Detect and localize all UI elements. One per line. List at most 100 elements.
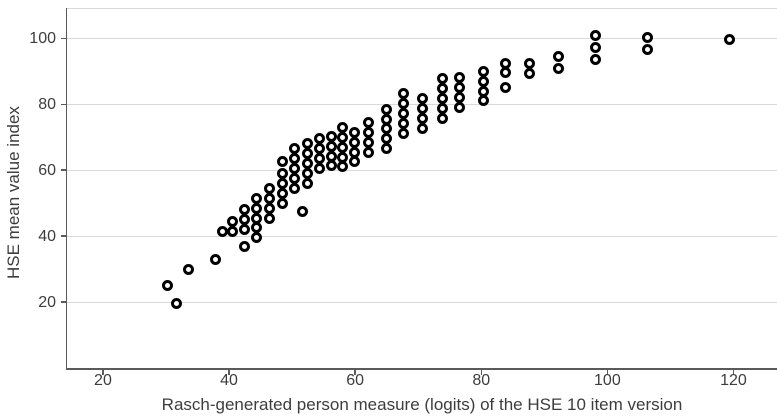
data-point <box>182 263 194 275</box>
data-point <box>289 143 301 155</box>
data-point <box>337 161 349 173</box>
data-point <box>349 156 361 168</box>
y-gridline <box>67 235 777 237</box>
data-point <box>478 95 490 107</box>
data-point <box>552 50 564 62</box>
data-point <box>314 153 326 165</box>
data-point <box>263 192 275 204</box>
data-point <box>289 163 301 175</box>
data-point <box>523 68 535 80</box>
data-point <box>263 202 275 214</box>
data-point <box>362 126 374 138</box>
x-tick-mark <box>480 369 483 375</box>
data-point <box>337 131 349 143</box>
data-point <box>325 140 337 152</box>
data-point <box>276 167 288 179</box>
y-axis-title: HSE mean value index <box>4 106 23 280</box>
x-tick-mark <box>732 369 735 375</box>
data-point <box>289 153 301 165</box>
data-point <box>349 126 361 138</box>
data-point <box>250 232 262 244</box>
data-point <box>301 148 313 160</box>
data-point <box>337 151 349 163</box>
data-point <box>417 112 429 124</box>
x-tick-label: 80 <box>472 372 491 389</box>
data-point <box>523 58 535 70</box>
data-point <box>436 113 448 125</box>
data-point <box>398 117 410 129</box>
data-point <box>478 75 490 87</box>
data-point <box>380 133 392 145</box>
data-point <box>337 121 349 133</box>
data-point <box>499 67 511 79</box>
data-point <box>380 113 392 125</box>
data-point <box>161 280 173 292</box>
data-point <box>398 128 410 140</box>
y-tick-label: 60 <box>38 161 56 179</box>
data-point <box>380 103 392 115</box>
data-point <box>289 172 301 184</box>
data-point <box>238 224 250 236</box>
data-point <box>478 85 490 97</box>
y-gridline <box>67 37 777 39</box>
data-point <box>436 83 448 95</box>
data-point <box>296 205 308 217</box>
data-point <box>417 92 429 104</box>
data-point <box>417 102 429 114</box>
data-point <box>436 73 448 85</box>
data-point <box>276 156 288 168</box>
data-point <box>454 82 466 94</box>
data-point <box>301 167 313 179</box>
data-point <box>436 103 448 115</box>
data-point <box>250 222 262 234</box>
y-tick-mark <box>60 301 66 303</box>
data-point <box>478 65 490 77</box>
y-gridline <box>67 301 777 303</box>
data-point <box>349 136 361 148</box>
data-point <box>589 53 601 65</box>
plot-frame-top <box>67 8 777 9</box>
data-point <box>250 192 262 204</box>
x-tick-label: 40 <box>220 372 238 389</box>
y-tick-mark <box>60 235 66 237</box>
x-tick-label: 120 <box>720 372 747 389</box>
data-point <box>263 182 275 194</box>
data-point <box>238 204 250 216</box>
data-point <box>589 29 601 41</box>
data-point <box>454 102 466 114</box>
data-point <box>337 141 349 153</box>
y-tick-label: 80 <box>38 95 56 113</box>
data-point <box>325 130 337 142</box>
data-point <box>589 41 601 53</box>
data-point <box>250 212 262 224</box>
data-point <box>216 226 228 238</box>
data-point <box>436 93 448 105</box>
data-point <box>380 143 392 155</box>
data-point <box>314 133 326 145</box>
data-point <box>276 197 288 209</box>
data-point <box>398 107 410 119</box>
data-point <box>417 122 429 134</box>
data-point <box>276 187 288 199</box>
data-point <box>349 146 361 158</box>
x-tick-mark <box>606 369 609 375</box>
data-point <box>362 146 374 158</box>
data-point <box>250 202 262 214</box>
data-point <box>238 240 250 252</box>
data-point <box>325 160 337 172</box>
data-point <box>289 182 301 194</box>
x-axis-title: Rasch-generated person measure (logits) … <box>161 395 683 414</box>
data-point <box>552 62 564 74</box>
data-point <box>227 215 239 227</box>
data-point <box>301 158 313 170</box>
x-axis-line <box>65 368 777 370</box>
data-point <box>325 150 337 162</box>
data-point <box>301 138 313 150</box>
data-point <box>227 225 239 237</box>
data-point <box>723 33 735 45</box>
data-point <box>314 143 326 155</box>
y-tick-mark <box>60 169 66 171</box>
data-point <box>398 87 410 99</box>
x-tick-mark <box>102 369 104 375</box>
